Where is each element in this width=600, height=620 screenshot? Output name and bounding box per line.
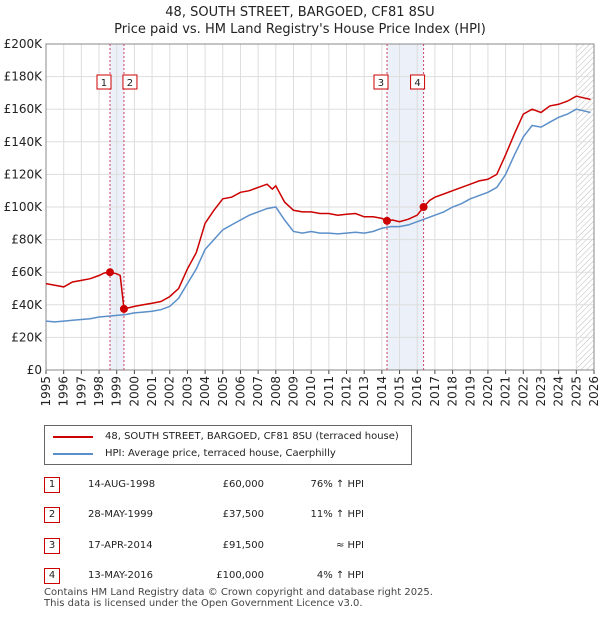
x-tick-label: 2003 xyxy=(180,376,194,407)
x-tick-label: 2020 xyxy=(481,376,495,407)
x-tick-label: 2014 xyxy=(375,376,389,407)
y-tick-label: £60K xyxy=(11,265,43,279)
x-tick-label: 2005 xyxy=(216,376,230,407)
legend-swatch-property xyxy=(53,436,93,438)
transaction-price: £60,000 xyxy=(222,479,264,490)
legend-swatch-hpi xyxy=(53,453,93,455)
x-tick-label: 2011 xyxy=(322,376,336,407)
price-chart: 48, SOUTH STREET, BARGOED, CF81 8SU Pric… xyxy=(4,5,600,407)
x-tick-label: 2015 xyxy=(393,376,407,407)
x-tick-label: 2008 xyxy=(269,376,283,407)
x-tick-label: 2025 xyxy=(569,376,583,407)
transaction-date: 13-MAY-2016 xyxy=(88,570,154,581)
transaction-marker-label-1: 1 xyxy=(101,78,107,89)
transaction-point-3 xyxy=(382,216,391,225)
transaction-hpi-compare: 11% ↑ HPI xyxy=(310,509,364,520)
transaction-marker-label-4: 4 xyxy=(414,78,420,89)
transaction-date: 28-MAY-1999 xyxy=(88,509,154,520)
x-tick-label: 2001 xyxy=(145,376,159,407)
x-tick-label: 1999 xyxy=(110,376,124,407)
x-tick-label: 2000 xyxy=(127,376,141,407)
legend: 48, SOUTH STREET, BARGOED, CF81 8SU (ter… xyxy=(44,425,412,465)
x-tick-label: 2010 xyxy=(304,376,318,407)
x-tick-label: 2007 xyxy=(251,376,265,407)
transaction-row-3: 3 17-APR-2014 £91,500 ≈ HPI xyxy=(44,536,444,556)
transaction-date: 17-APR-2014 xyxy=(88,540,153,551)
transaction-marker-box-2 xyxy=(122,74,138,90)
transaction-date: 14-AUG-1998 xyxy=(88,479,156,490)
transaction-number: 3 xyxy=(44,538,60,554)
transaction-row-1: 1 14-AUG-1998 £60,000 76% ↑ HPI xyxy=(44,475,444,495)
transaction-marker-label-2: 2 xyxy=(127,78,133,89)
transaction-row-2: 2 28-MAY-1999 £37,500 11% ↑ HPI xyxy=(44,505,444,525)
x-tick-label: 2026 xyxy=(587,376,600,407)
x-tick-label: 2006 xyxy=(233,376,247,407)
transaction-hpi-compare: 76% ↑ HPI xyxy=(310,479,364,490)
transaction-number: 2 xyxy=(44,507,60,523)
y-tick-label: £160K xyxy=(4,102,44,116)
transaction-marker-label-3: 3 xyxy=(378,78,384,89)
chart-title: 48, SOUTH STREET, BARGOED, CF81 8SU xyxy=(165,5,434,20)
transaction-hpi-compare: 4% ↑ HPI xyxy=(316,570,364,581)
transaction-point-4 xyxy=(419,203,428,211)
x-tick-label: 2024 xyxy=(552,376,566,407)
x-tick-label: 1998 xyxy=(92,376,106,407)
x-tick-label: 2012 xyxy=(340,376,354,407)
legend-label-property: 48, SOUTH STREET, BARGOED, CF81 8SU (ter… xyxy=(105,431,399,442)
x-tick-label: 2017 xyxy=(428,376,442,407)
transaction-marker-box-3 xyxy=(373,74,389,90)
transaction-point-1 xyxy=(105,268,114,277)
x-tick-label: 2002 xyxy=(163,376,177,407)
x-tick-label: 2019 xyxy=(463,376,477,407)
y-tick-label: £0 xyxy=(27,363,42,377)
transaction-price: £37,500 xyxy=(222,509,264,520)
transaction-hpi-compare: ≈ HPI xyxy=(335,540,364,551)
transaction-price: £100,000 xyxy=(216,570,264,581)
x-tick-label: 1997 xyxy=(74,376,88,407)
y-tick-label: £200K xyxy=(4,37,44,51)
x-tick-label: 2016 xyxy=(410,376,424,407)
x-tick-label: 2022 xyxy=(516,376,530,407)
chart-subtitle: Price paid vs. HM Land Registry's House … xyxy=(114,22,486,37)
y-tick-label: £180K xyxy=(4,70,44,84)
x-tick-label: 1996 xyxy=(57,376,71,407)
y-tick-label: £20K xyxy=(11,330,43,344)
legend-label-hpi: HPI: Average price, terraced house, Caer… xyxy=(105,448,336,459)
y-tick-label: £40K xyxy=(11,298,43,312)
y-tick-label: £120K xyxy=(4,167,44,181)
x-tick-label: 2021 xyxy=(499,376,513,407)
transaction-row-4: 4 13-MAY-2016 £100,000 4% ↑ HPI xyxy=(44,566,444,586)
transaction-marker-box-1 xyxy=(96,74,112,90)
plot-frame xyxy=(45,43,595,371)
transaction-price: £91,500 xyxy=(222,540,264,551)
y-tick-label: £100K xyxy=(4,200,44,214)
transaction-number: 4 xyxy=(44,568,60,584)
transaction-number: 1 xyxy=(44,477,60,493)
x-tick-label: 2018 xyxy=(446,376,460,407)
x-tick-label: 2013 xyxy=(357,376,371,407)
y-tick-label: £140K xyxy=(4,135,44,149)
x-tick-label: 1995 xyxy=(39,376,53,407)
transaction-point-2 xyxy=(119,304,128,313)
x-tick-label: 2004 xyxy=(198,376,212,407)
x-tick-label: 2023 xyxy=(534,376,548,407)
footer-attribution: Contains HM Land Registry data © Crown c… xyxy=(44,587,433,609)
transaction-marker-box-4 xyxy=(410,74,426,90)
series-line-hpi xyxy=(45,108,591,323)
y-tick-label: £80K xyxy=(11,233,43,247)
x-tick-label: 2009 xyxy=(286,376,300,407)
